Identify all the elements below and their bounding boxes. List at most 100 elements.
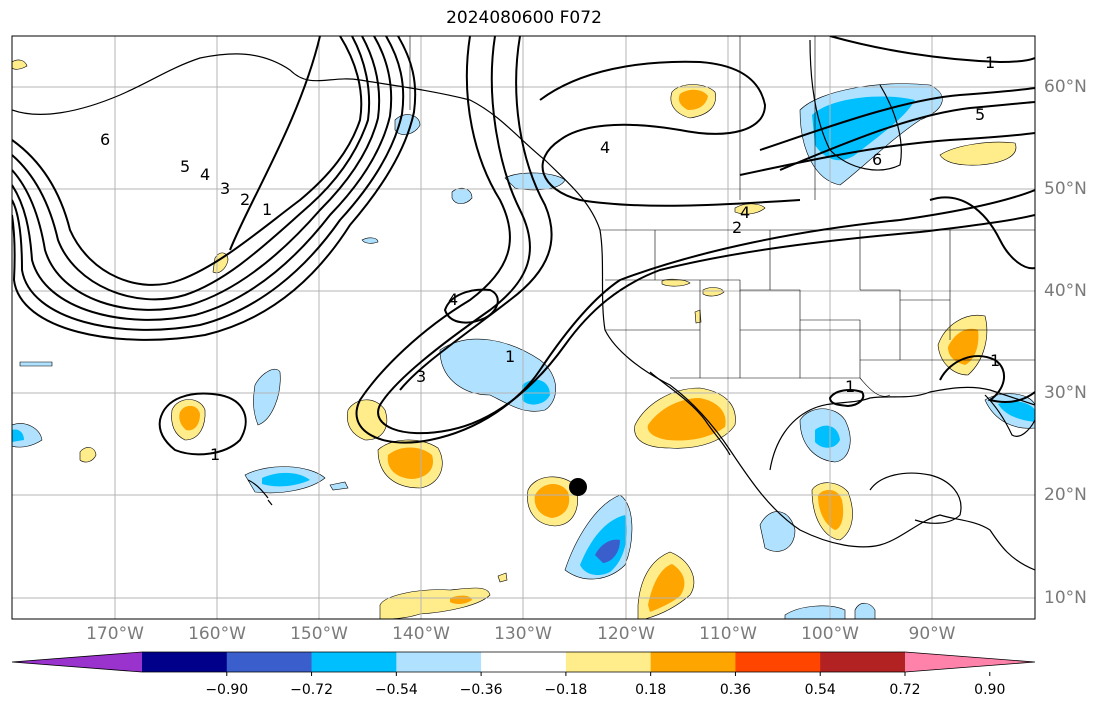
colorbar-tick-label: 0.18 (635, 682, 667, 698)
florida (984, 394, 1035, 437)
colorbar-tick-label: −0.72 (290, 682, 333, 698)
contour-label: 1 (985, 53, 995, 72)
colorbar-tick-label: 0.54 (804, 682, 836, 698)
contour-west-1 (12, 36, 363, 286)
neg-anomaly-west-edge (12, 423, 43, 448)
lon-label: 120°W (597, 624, 655, 644)
pos-anomaly-small-b (79, 447, 97, 463)
contour-label: 3 (416, 367, 426, 386)
pos-anomaly-small-g (694, 309, 702, 324)
contour-se-1 (939, 355, 1035, 403)
contour-label: 1 (845, 377, 855, 396)
contour-upper-ridge (539, 60, 801, 207)
lon-label: 140°W (392, 624, 450, 644)
pos-anomaly-ep3-core (534, 484, 570, 518)
contour-label: 6 (872, 150, 882, 169)
pos-anomaly-baja-core (647, 398, 726, 441)
contour-gulf-1 (828, 389, 865, 408)
neg-anomaly-small3 (19, 361, 53, 367)
contour-label: 1 (505, 347, 515, 366)
contour-east-wave (929, 196, 1035, 270)
pos-anomaly-ep4-core (648, 564, 685, 612)
contour-lines (12, 36, 1035, 456)
contour-west-3 (12, 36, 381, 311)
contour-west-2 (12, 36, 371, 301)
hawaii-islands (247, 479, 273, 506)
lon-label: 100°W (801, 624, 859, 644)
colorbar-bin (650, 652, 736, 672)
contour-label: 4 (448, 290, 458, 309)
colorbar-tick-label: −0.90 (205, 682, 249, 698)
pos-anomaly-labrador (939, 141, 1017, 166)
shaded-anomaly-fields (12, 59, 1035, 619)
map-title: 2024080600 F072 (446, 8, 602, 28)
neg-anomaly-florida-core (998, 401, 1035, 422)
contour-label-group: 6 5 4 3 2 1 4 3 1 1 4 4 2 1 1 1 5 6 (100, 53, 1000, 464)
colorbar-bin (481, 652, 567, 672)
lat-label: 40°N (1044, 281, 1087, 301)
contour-east-5 (759, 87, 1035, 151)
contour-east-6 (779, 101, 1035, 171)
colorbar-tick-label: −0.36 (459, 682, 503, 698)
colorbar-outline (11, 651, 1036, 673)
colorbar-tick-label: 0.72 (889, 682, 921, 698)
pos-anomaly-small-h (497, 572, 508, 583)
yucatan (869, 472, 962, 524)
colorbar-extend-low (12, 652, 142, 672)
neg-anomaly-hudson-core (812, 96, 915, 161)
neg-anomaly-hawaii-core (262, 472, 310, 487)
lat-label: 60°N (1044, 77, 1087, 97)
contour-label: 5 (975, 105, 985, 124)
pos-anomaly-small-e (661, 278, 691, 287)
contour-label: 1 (210, 445, 220, 464)
lat-label: 20°N (1044, 485, 1087, 505)
contour-main-3 (399, 36, 553, 391)
lon-label: 110°W (699, 624, 757, 644)
neg-anomaly-west-edge-core (12, 429, 24, 442)
contour-east-1 (829, 36, 1035, 64)
contour-label: 3 (220, 179, 230, 198)
alaska-coast (12, 53, 1035, 571)
pos-anomaly-small-d (702, 287, 725, 297)
pos-anomaly-alaska-south-core (678, 89, 708, 110)
pos-anomaly-hawaii-north-core (179, 405, 200, 431)
colorbar-bin (311, 652, 397, 672)
lon-label: 150°W (290, 624, 348, 644)
neg-anomaly-small6 (854, 602, 876, 619)
contour-label: 1 (262, 200, 272, 219)
contour-label: 2 (240, 190, 250, 209)
lat-label: 50°N (1044, 179, 1087, 199)
contour-main-2 (377, 36, 1035, 435)
neg-anomaly-mid-pacific (253, 368, 281, 426)
neg-anomaly-small1 (451, 187, 473, 204)
mexico-gulf-coast (769, 386, 1035, 471)
graticule (12, 36, 1035, 619)
colorbar-bin (142, 652, 228, 672)
contour-label: 4 (600, 138, 610, 157)
coastlines (12, 39, 1035, 571)
contour-label: 1 (990, 351, 1000, 370)
colorbar-tick-label: −0.54 (374, 682, 418, 698)
pos-anomaly-small-c (734, 203, 766, 215)
baja-peninsula (649, 371, 731, 456)
colorbar-tick-label: 0.90 (974, 682, 1006, 698)
colorbar-tick-label: 0.36 (719, 682, 752, 698)
lon-label: 90°W (908, 624, 956, 644)
colorbar-bin (565, 652, 652, 672)
contour-label: 5 (180, 157, 190, 176)
state-borders (409, 36, 1035, 397)
location-marker (569, 478, 587, 496)
contour-label: 4 (200, 165, 210, 184)
colorbar-extend-high (905, 652, 1035, 672)
contour-west-6 (12, 36, 417, 341)
colorbar-tick-label: −0.18 (544, 682, 588, 698)
colorbar (11, 651, 1036, 676)
colorbar-bin (226, 652, 313, 672)
neg-anomaly-gulf-core (815, 425, 840, 448)
contour-small-4 (443, 288, 499, 324)
lat-label: 30°N (1044, 383, 1087, 403)
contour-label: 4 (740, 203, 750, 222)
pos-anomaly-mexico-core (818, 489, 844, 530)
contour-west-5 (12, 36, 405, 331)
